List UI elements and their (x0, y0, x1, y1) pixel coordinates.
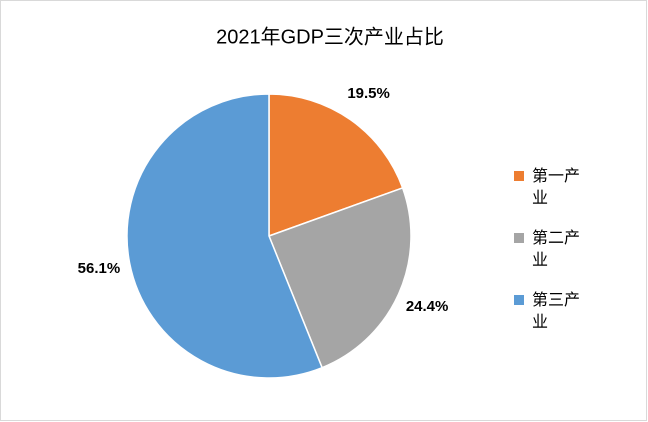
data-label: 19.5% (347, 85, 390, 102)
legend-item: 第一产业 (514, 166, 584, 210)
legend-swatch (514, 233, 524, 243)
pie-slice (126, 93, 324, 379)
legend-swatch (514, 171, 524, 181)
legend-swatch (514, 295, 524, 305)
chart-title: 2021年GDP三次产业占比 (216, 25, 444, 48)
legend-label: 第二产业 (532, 230, 581, 269)
legend-item: 第三产业 (514, 290, 584, 334)
legend-label: 第一产业 (532, 168, 581, 207)
data-label: 56.1% (78, 260, 121, 277)
legend-item: 第二产业 (514, 228, 584, 272)
data-label: 24.4% (406, 298, 449, 315)
pie-slice (268, 93, 404, 238)
legend-label: 第三产业 (532, 292, 581, 331)
